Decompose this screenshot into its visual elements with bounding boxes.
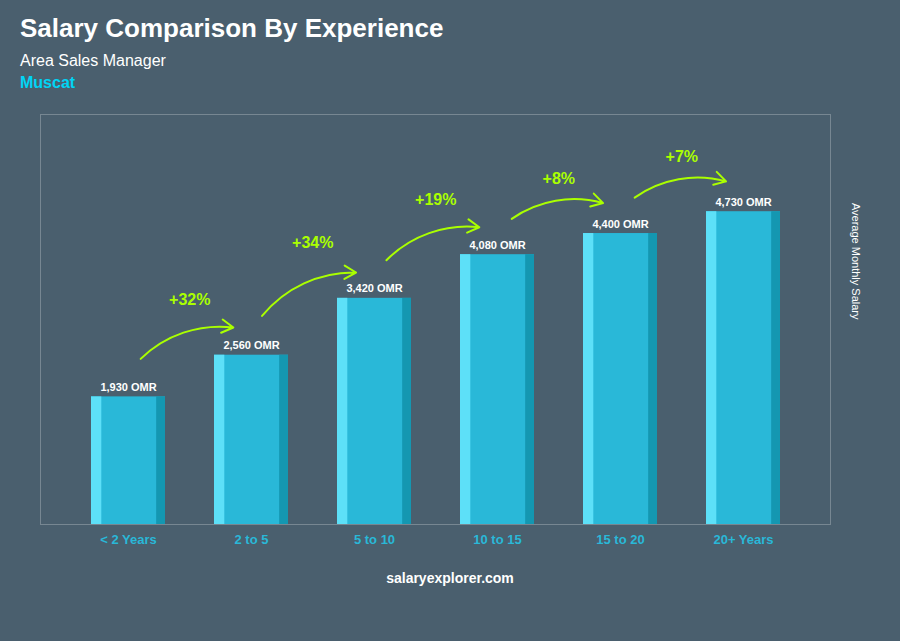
svg-text:+8%: +8%: [543, 170, 575, 187]
svg-text:2,560 OMR: 2,560 OMR: [223, 339, 279, 351]
svg-text:4,400 OMR: 4,400 OMR: [592, 218, 648, 230]
svg-text:Average Monthly Salary: Average Monthly Salary: [850, 203, 862, 320]
svg-text:+34%: +34%: [292, 234, 333, 251]
html-text:Muscat: Muscat: [20, 74, 76, 91]
svg-text:+32%: +32%: [169, 291, 210, 308]
svg-text:10 to 15: 10 to 15: [473, 532, 521, 547]
svg-text:< 2 Years: < 2 Years: [100, 532, 157, 547]
svg-text:+19%: +19%: [415, 191, 456, 208]
svg-text:20+ Years: 20+ Years: [713, 532, 773, 547]
svg-text:5 to 10: 5 to 10: [354, 532, 395, 547]
svg-text:4,730 OMR: 4,730 OMR: [715, 196, 771, 208]
svg-text:1,930 OMR: 1,930 OMR: [100, 381, 156, 393]
svg-text:2 to 5: 2 to 5: [235, 532, 269, 547]
html-text:salaryexplorer.com: salaryexplorer.com: [386, 570, 514, 586]
svg-text:4,080 OMR: 4,080 OMR: [469, 239, 525, 251]
html-text:Salary Comparison By Experienc: Salary Comparison By Experience: [20, 13, 444, 43]
svg-text:3,420 OMR: 3,420 OMR: [346, 282, 402, 294]
svg-text:+7%: +7%: [666, 148, 698, 165]
svg-text:15 to 20: 15 to 20: [596, 532, 644, 547]
html-text:Area Sales Manager: Area Sales Manager: [20, 52, 166, 69]
